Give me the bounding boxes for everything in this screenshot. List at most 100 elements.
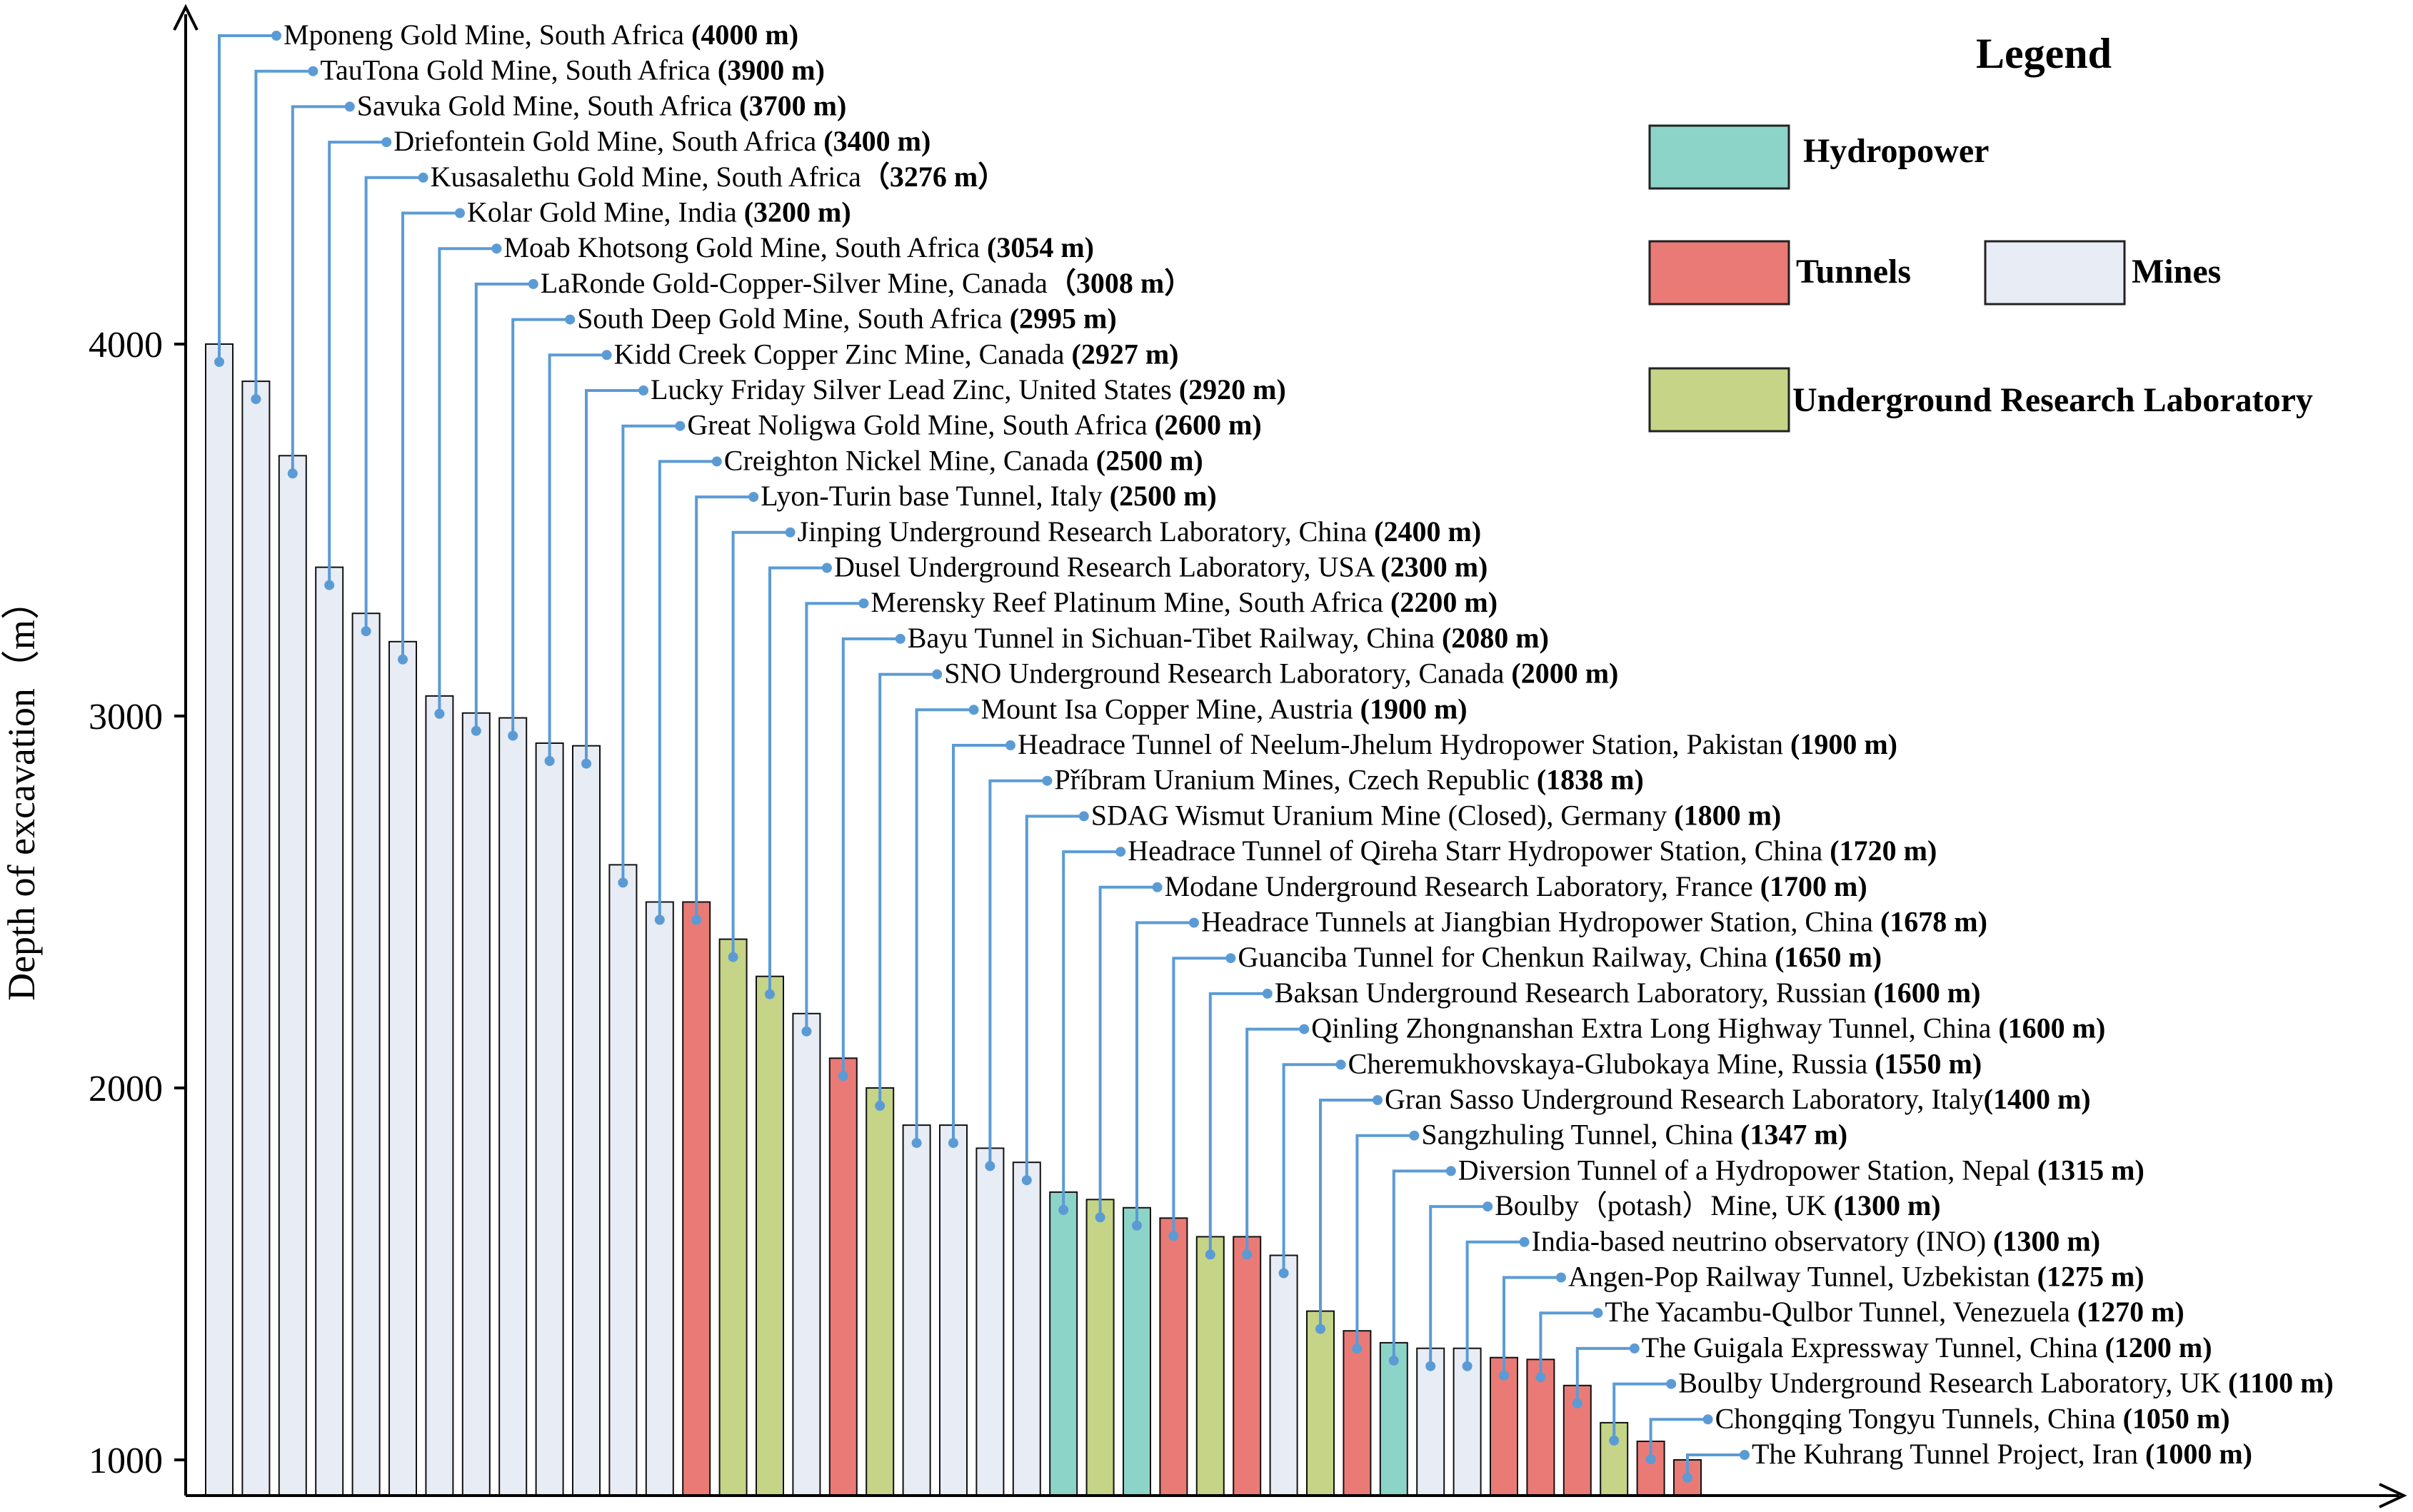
leader-lines-layer <box>214 31 1750 1483</box>
leader-dot-label-7 <box>491 243 502 254</box>
bar-36 <box>1490 1356 1518 1496</box>
leader-dot-bar-41 <box>1682 1473 1692 1483</box>
bar-label-value: (1400 m) <box>1984 1083 2091 1115</box>
bar-label-37: The Yacambu-Qulbor Tunnel, Venezuela (12… <box>1605 1296 2184 1328</box>
leader-dot-bar-7 <box>434 708 445 719</box>
leader-dot-label-18 <box>895 633 905 644</box>
bar-label-value: (1700 m) <box>1760 870 1867 902</box>
bar-label-value: (1000 m) <box>2145 1438 2252 1470</box>
bar-label-29: Qinling Zhongnanshan Extra Long Highway … <box>1311 1012 2105 1044</box>
bar-label-31: Gran Sasso Underground Research Laborato… <box>1385 1083 2091 1115</box>
bar-label-value: (2920 m) <box>1179 373 1286 405</box>
bar-label-name: Cheremukhovskaya-Glubokaya Mine, Russia <box>1348 1047 1875 1079</box>
bar-11 <box>572 745 601 1496</box>
leader-dot-bar-12 <box>618 877 628 888</box>
y-axis-arrow <box>173 4 199 31</box>
bar-label-9: South Deep Gold Mine, South Africa (2995… <box>577 303 1116 335</box>
bar-label-name: Guanciba Tunnel for Chenkun Railway, Chi… <box>1238 941 1775 973</box>
leader-dot-bar-17 <box>801 1026 812 1037</box>
bar-label-22: Příbram Uranium Mines, Czech Republic (1… <box>1054 764 1643 796</box>
leader-dot-label-41 <box>1740 1450 1750 1460</box>
leader-line-5 <box>364 176 423 632</box>
leader-line-36 <box>1503 1276 1561 1376</box>
leader-dot-label-36 <box>1556 1272 1566 1283</box>
bar-label-26: Headrace Tunnels at Jiangbian Hydropower… <box>1201 906 1987 938</box>
leader-line-2 <box>254 69 313 400</box>
bar-label-name: Moab Khotsong Gold Mine, South Africa <box>503 231 987 263</box>
bar-25 <box>1085 1199 1115 1497</box>
bar-label-value: (1200 m) <box>2105 1331 2212 1364</box>
leader-line-20 <box>915 708 974 1144</box>
bar-label-name: Jinping Underground Research Laboratory,… <box>798 515 1375 548</box>
bar-label-name: South Deep Gold Mine, South Africa <box>577 303 1009 335</box>
leader-line-19 <box>878 672 938 1106</box>
legend-swatch-mines <box>1984 240 2126 306</box>
bar-label-value: (2500 m) <box>1110 480 1217 512</box>
leader-dot-bar-34 <box>1425 1361 1436 1371</box>
bar-label-name: Creighton Nickel Mine, Canada <box>724 444 1096 476</box>
bar-label-name: Kusasalethu Gold Mine, South Africa <box>431 161 861 193</box>
bar-28 <box>1195 1236 1225 1497</box>
bar-label-value: (4000 m) <box>691 19 798 51</box>
leader-dot-label-30 <box>1335 1059 1346 1070</box>
legend: Legend Hydropower Tunnels Mines Undergro… <box>1648 30 2313 433</box>
bar-label-11: Lucky Friday Silver Lead Zinc, United St… <box>651 373 1286 405</box>
bar-10 <box>535 742 564 1496</box>
leader-dot-bar-36 <box>1499 1370 1509 1381</box>
bar-label-value: (1315 m) <box>2037 1154 2144 1186</box>
bar-22 <box>975 1147 1005 1497</box>
bar-5 <box>351 613 381 1497</box>
leader-dot-bar-13 <box>654 914 665 925</box>
bar-label-16: Dusel Underground Research Laboratory, U… <box>834 551 1488 583</box>
legend-label-mines: Mines <box>2132 253 2221 291</box>
legend-swatch-tunnels <box>1648 240 1790 306</box>
leader-line-26 <box>1135 921 1194 1226</box>
leader-dot-bar-32 <box>1352 1344 1363 1354</box>
bar-label-15: Jinping Underground Research Laboratory,… <box>798 515 1482 548</box>
bar-label-value: (1270 m) <box>2077 1296 2184 1328</box>
leader-dot-label-12 <box>675 420 686 431</box>
bar-label-name: SDAG Wismut Uranium Mine (Closed), Germa… <box>1091 799 1674 831</box>
leader-line-30 <box>1282 1063 1341 1274</box>
leader-line-23 <box>1025 815 1084 1181</box>
bar-label-value: (1600 m) <box>1998 1012 2105 1044</box>
bar-14 <box>682 901 711 1496</box>
bar-label-12: Great Noligwa Gold Mine, South Africa (2… <box>687 409 1261 441</box>
bar-label-name: Headrace Tunnels at Jiangbian Hydropower… <box>1201 906 1880 938</box>
leader-dot-bar-2 <box>251 394 261 405</box>
leader-line-41 <box>1686 1453 1745 1478</box>
leader-dot-bar-24 <box>1058 1204 1069 1215</box>
bar-label-8: LaRonde Gold-Copper-Silver Mine, Canada（… <box>541 267 1193 299</box>
bars-layer <box>205 343 1702 1497</box>
bar-label-value: (3200 m) <box>744 196 851 228</box>
bar-label-33: Diversion Tunnel of a Hydropower Station… <box>1458 1154 2144 1186</box>
x-axis-arrow <box>2379 1483 2407 1508</box>
bar-label-name: The Guigala Expressway Tunnel, China <box>1642 1331 2105 1364</box>
bar-label-13: Creighton Nickel Mine, Canada (2500 m) <box>724 444 1203 476</box>
leader-line-17 <box>805 602 864 1032</box>
leader-line-21 <box>952 744 1010 1144</box>
leader-dot-bar-15 <box>728 952 738 962</box>
leader-line-3 <box>291 105 350 474</box>
bar-label-34: Boulby（potash）Mine, UK (1300 m) <box>1495 1189 1940 1221</box>
bar-label-35: India-based neutrino observatory (INO) (… <box>1532 1225 2100 1257</box>
bar-label-value: (1300 m) <box>1993 1225 2100 1257</box>
leader-dot-label-5 <box>418 172 428 183</box>
bar-label-1: Mponeng Gold Mine, South Africa (4000 m) <box>284 19 798 51</box>
bar-label-value: （3276 m） <box>861 161 1006 193</box>
bar-33 <box>1379 1341 1408 1497</box>
bar-label-23: SDAG Wismut Uranium Mine (Closed), Germa… <box>1091 799 1781 831</box>
bar-30 <box>1269 1254 1298 1496</box>
leader-dot-bar-30 <box>1278 1268 1289 1279</box>
bar-label-value: (1678 m) <box>1880 906 1987 938</box>
leader-dot-bar-16 <box>765 989 775 999</box>
leader-dot-label-10 <box>601 350 612 361</box>
leader-dot-bar-35 <box>1462 1361 1473 1371</box>
legend-label-hydropower: Hydropower <box>1803 132 1989 170</box>
bar-label-name: Baksan Underground Research Laboratory, … <box>1275 977 1874 1009</box>
bar-label-7: Moab Khotsong Gold Mine, South Africa (3… <box>503 231 1094 263</box>
legend-label-tunnels: Tunnels <box>1796 253 1911 291</box>
leader-dot-label-9 <box>565 314 576 325</box>
leader-line-1 <box>218 34 276 362</box>
leader-line-24 <box>1062 850 1121 1210</box>
